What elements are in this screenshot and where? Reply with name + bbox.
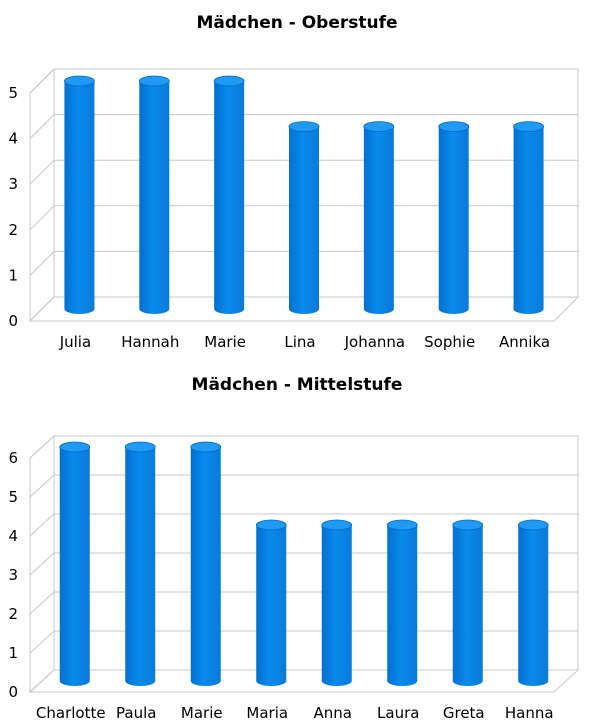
bar-cap — [138, 75, 170, 87]
bar-cap — [452, 519, 484, 531]
bar-cap — [513, 121, 544, 132]
bar — [138, 75, 170, 314]
x-tick-label: Marie — [204, 333, 246, 351]
gridline-side — [29, 68, 55, 94]
bar — [452, 519, 484, 686]
bar-cap — [213, 75, 245, 87]
x-tick-label: Lina — [284, 333, 315, 351]
bar-cap — [363, 121, 395, 132]
bar — [438, 121, 470, 314]
y-tick-label: 5 — [8, 488, 18, 506]
bar-body — [64, 81, 95, 314]
bar — [321, 519, 353, 686]
bar-cap — [288, 121, 320, 132]
bar-body — [125, 447, 156, 686]
x-tick-label: Annika — [499, 333, 550, 351]
bar — [517, 519, 549, 686]
bar-body — [289, 126, 319, 314]
gridline-side — [29, 474, 55, 498]
chart-mittelstufe-plot: 0 1 2 3 4 5 6 Charlotte Paula Marie Maria Anna Laura… — [8, 434, 580, 722]
x-tick-label: Anna — [314, 704, 352, 722]
y-tick-label: 3 — [8, 175, 18, 193]
gridline-side — [29, 669, 55, 693]
y-tick-label: 2 — [8, 221, 18, 239]
x-tick-label: Johanna — [344, 333, 406, 351]
bar — [190, 441, 222, 686]
bar — [255, 519, 287, 686]
bar — [59, 441, 91, 686]
bar — [288, 121, 320, 314]
y-tick-label: 4 — [8, 527, 18, 545]
x-tick-label: Julia — [59, 333, 91, 351]
bar-cap — [321, 519, 353, 531]
bar-body — [518, 525, 549, 686]
gridline-side — [29, 251, 55, 276]
bar — [213, 75, 245, 314]
gridline-side — [29, 513, 55, 537]
gridline-side — [29, 296, 55, 322]
x-tick-label: Maria — [246, 704, 288, 722]
x-tick-label: Laura — [377, 704, 419, 722]
chart-oberstufe: Mädchen - Oberstufe 0 1 2 3 4 5 Julia Hannah Mar… — [0, 0, 594, 362]
gridline-side — [29, 552, 55, 576]
plot-floor — [28, 669, 580, 693]
x-tick-label: Charlotte — [36, 704, 106, 722]
bar-cap — [64, 75, 95, 87]
bar-body — [256, 525, 287, 686]
bar — [124, 441, 156, 686]
bar-body — [139, 81, 170, 314]
gridline-side — [29, 435, 55, 459]
y-tick-label: 4 — [8, 130, 18, 148]
y-tick-label: 1 — [8, 644, 18, 662]
bar — [363, 121, 395, 314]
gridline-side — [29, 205, 55, 231]
gridline-side — [29, 114, 55, 139]
bar-body — [363, 126, 394, 314]
chart-title: Mädchen - Oberstufe — [196, 13, 398, 33]
y-tick-label: 5 — [8, 84, 18, 102]
x-tick-label: Paula — [116, 704, 156, 722]
x-tick-label: Sophie — [424, 333, 475, 351]
y-tick-label: 3 — [8, 566, 18, 584]
x-tick-label: Hanna — [505, 704, 554, 722]
bar-cap — [190, 441, 222, 453]
chart-title: Mädchen - Mittelstufe — [191, 375, 403, 395]
bar-cap — [438, 121, 470, 132]
gridline-side — [29, 630, 55, 654]
bar-body — [190, 447, 221, 686]
bar-body — [513, 126, 544, 314]
x-tick-label: Greta — [443, 704, 485, 722]
x-tick-label: Marie — [181, 704, 223, 722]
bar-body — [452, 525, 483, 686]
bar-body — [387, 525, 418, 686]
chart-oberstufe-plot: 0 1 2 3 4 5 Julia Hannah Marie Lina Johanna Sophie A… — [8, 67, 580, 351]
bar-cap — [255, 519, 287, 531]
y-tick-label: 1 — [8, 266, 18, 284]
bar-cap — [124, 441, 156, 453]
bar-body — [59, 447, 90, 686]
bar — [64, 75, 95, 314]
plot-left-wall — [29, 67, 55, 323]
gridline-side — [29, 159, 55, 185]
y-tick-label: 2 — [8, 605, 18, 623]
x-tick-label: Hannah — [121, 333, 179, 351]
y-tick-label: 6 — [8, 449, 18, 467]
bar-body — [321, 525, 352, 686]
y-tick-label: 0 — [8, 683, 18, 701]
bar-cap — [517, 519, 549, 531]
gridline-side — [29, 591, 55, 615]
bar — [386, 519, 418, 686]
bar-body — [214, 81, 245, 314]
bar-cap — [386, 519, 418, 531]
chart-mittelstufe: Mädchen - Mittelstufe 0 1 2 3 4 5 6 Charlotte Pa… — [0, 362, 594, 725]
bar — [513, 121, 544, 314]
bar-body — [438, 126, 469, 314]
bar-cap — [59, 441, 91, 453]
y-tick-label: 0 — [8, 312, 18, 330]
